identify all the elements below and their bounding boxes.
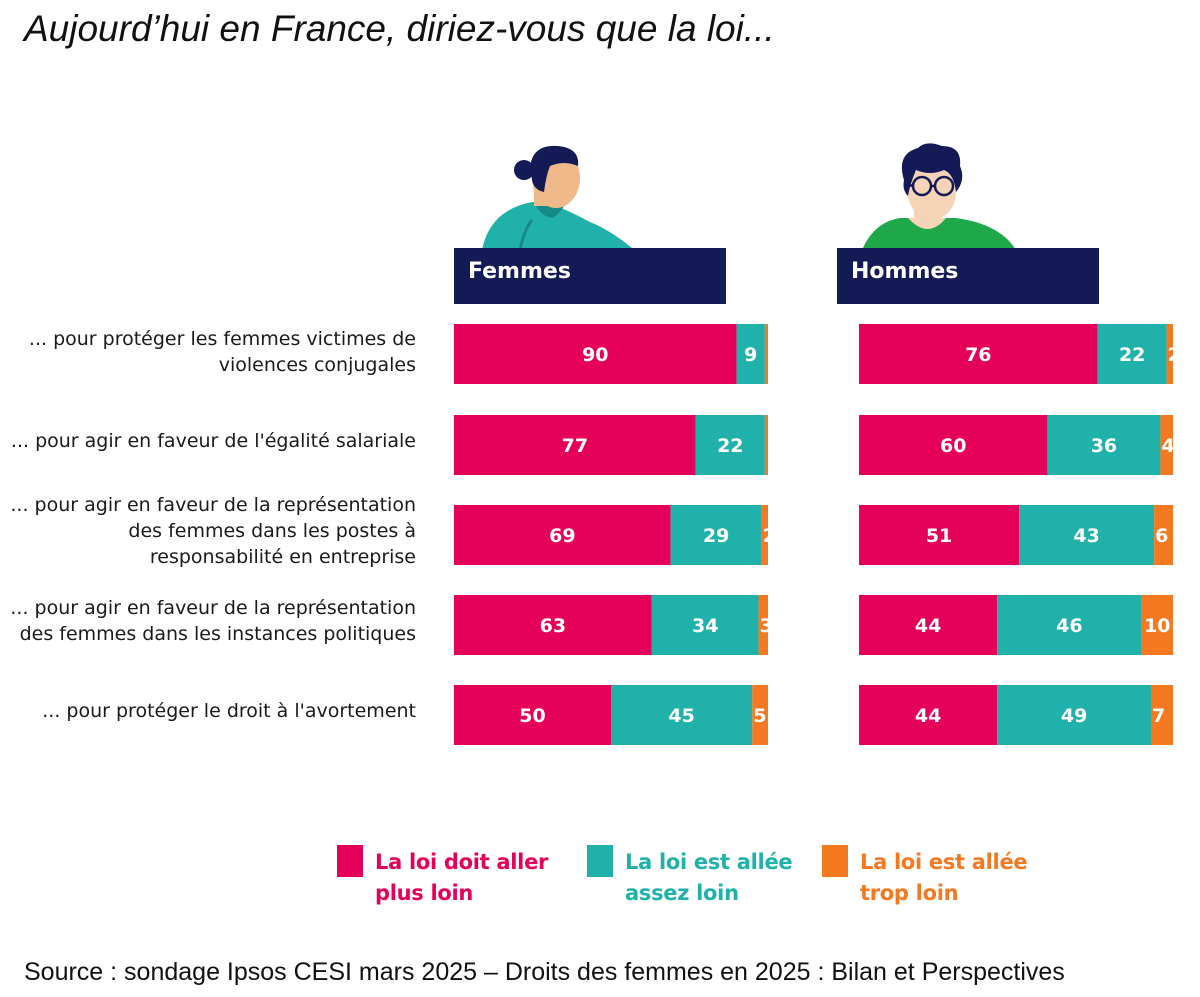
panel-header-femmes: Femmes: [454, 248, 726, 304]
bar-value-label: 34: [692, 615, 718, 637]
row-label: ... pour protéger le droit à l'avortemen…: [0, 698, 416, 724]
legend-label: plus loin: [375, 881, 474, 905]
bar-value-label: 44: [915, 615, 941, 637]
bar-value-label: 51: [926, 525, 952, 547]
row-label-line: ... pour agir en faveur de l'égalité sal…: [10, 430, 416, 452]
bar-value-label: 5: [753, 705, 766, 727]
woman-illustration: [482, 145, 632, 250]
bar-value-label: 50: [519, 705, 545, 727]
bar-segment: [997, 595, 1142, 655]
row-label-line: des femmes dans les instances politiques: [19, 623, 416, 645]
man-illustration: [862, 143, 1016, 250]
bar-value-label: 9: [744, 344, 757, 366]
legend-label: La loi est allée: [625, 850, 793, 874]
bar-segment: [758, 595, 768, 655]
bar-segment: [761, 505, 768, 565]
row-label-line: des femmes dans les postes à: [128, 520, 416, 542]
bar-value-label: 63: [540, 615, 566, 637]
bar-segment: [859, 595, 998, 655]
bar-segment: [859, 415, 1048, 475]
row-label-line: ... pour agir en faveur de la représenta…: [10, 494, 416, 516]
bar-value-label: 3: [760, 615, 773, 637]
bar-value-label: 76: [965, 344, 991, 366]
legend-swatch-teal: [587, 845, 613, 877]
bar-value-label: 44: [915, 705, 941, 727]
bar-segment: [454, 505, 671, 565]
legend-label: La loi est allée: [860, 850, 1028, 874]
bar-value-label: 49: [1061, 705, 1087, 727]
panel-header-hommes: Hommes: [837, 248, 1099, 304]
bar-segment: [859, 685, 998, 745]
row-label-line: responsabilité en entreprise: [149, 546, 416, 568]
bar-segment: [997, 685, 1152, 745]
legend-swatch-orange: [822, 845, 848, 877]
row-label: ... pour protéger les femmes victimes de…: [0, 326, 416, 378]
bar-segment: [1019, 505, 1155, 565]
bar-value-label: 77: [562, 435, 588, 457]
bar-value-label: 4: [1161, 435, 1174, 457]
source-note: Source : sondage Ipsos CESI mars 2025 – …: [24, 958, 1065, 986]
row-label-line: violences conjugales: [218, 354, 416, 376]
row-label: ... pour agir en faveur de l'égalité sal…: [0, 428, 416, 454]
bar-segment: [454, 685, 611, 745]
bar-segment: [859, 505, 1020, 565]
row-label-line: ... pour protéger le droit à l'avortemen…: [42, 700, 416, 722]
bar-segment: [1097, 324, 1167, 384]
bar-value-label: 2: [763, 525, 776, 547]
bar-value-label: 22: [717, 435, 743, 457]
legend-swatch-pink: [337, 845, 363, 877]
bar-value-label: 36: [1091, 435, 1117, 457]
bar-segment: [454, 415, 696, 475]
legend-label: trop loin: [860, 881, 959, 905]
bar-segment: [1160, 415, 1173, 475]
bar-segment: [1166, 324, 1173, 384]
bar-segment: [736, 324, 765, 384]
bar-segment: [695, 415, 765, 475]
bar-segment: [611, 685, 753, 745]
bar-segment: [764, 415, 768, 475]
bar-value-label: 22: [1119, 344, 1145, 366]
bar-value-label: 2: [1168, 344, 1181, 366]
bar-segment: [764, 324, 768, 384]
bar-value-label: 10: [1144, 615, 1170, 637]
bar-segment: [454, 324, 737, 384]
bar-value-label: 6: [1155, 525, 1168, 547]
bar-value-label: 45: [668, 705, 694, 727]
bar-segment: [752, 685, 768, 745]
bar-value-label: 1: [766, 344, 779, 366]
bar-segment: [1141, 595, 1173, 655]
row-label: ... pour agir en faveur de la représenta…: [0, 492, 416, 570]
chart-title: Aujourd’hui en France, diriez-vous que l…: [24, 8, 775, 49]
bar-value-label: 69: [549, 525, 575, 547]
bar-value-label: 43: [1073, 525, 1099, 547]
bar-segment: [1047, 415, 1161, 475]
bar-value-label: 1: [766, 435, 779, 457]
bar-value-label: 29: [703, 525, 729, 547]
bar-value-label: 90: [582, 344, 608, 366]
bar-segment: [454, 595, 652, 655]
bar-value-label: 60: [940, 435, 966, 457]
row-label-line: ... pour protéger les femmes victimes de: [28, 328, 416, 350]
bar-segment: [1154, 505, 1173, 565]
bar-value-label: 7: [1152, 705, 1165, 727]
bar-segment: [670, 505, 762, 565]
legend-label: La loi doit aller: [375, 850, 549, 874]
bar-value-label: 46: [1056, 615, 1082, 637]
row-label-line: ... pour agir en faveur de la représenta…: [10, 597, 416, 619]
bar-segment: [1151, 685, 1173, 745]
bar-segment: [859, 324, 1098, 384]
legend-label: assez loin: [625, 881, 739, 905]
bar-segment: [651, 595, 759, 655]
row-label: ... pour agir en faveur de la représenta…: [0, 595, 416, 647]
